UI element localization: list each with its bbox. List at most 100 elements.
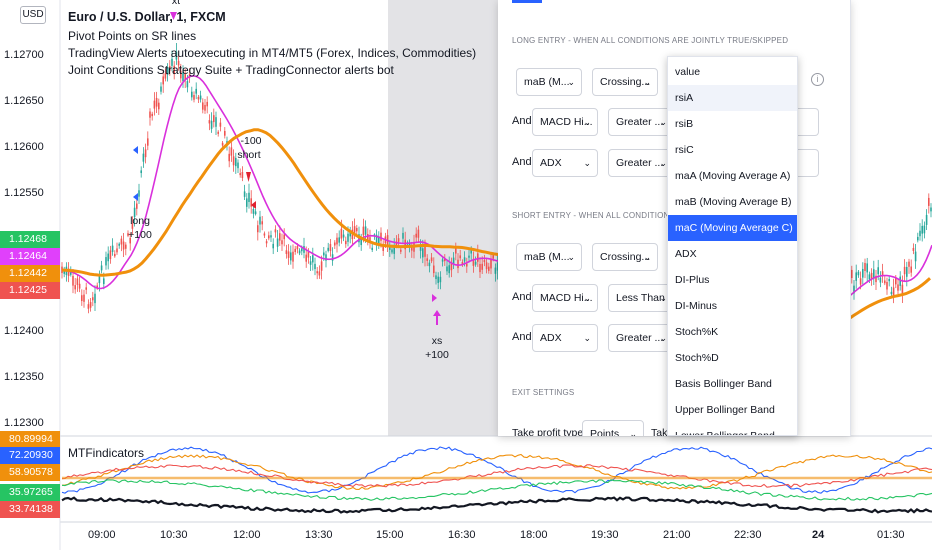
study-label-strategy[interactable]: Joint Conditions Strategy Suite + Tradin… — [68, 63, 394, 77]
candle-body — [294, 248, 296, 253]
candle-body — [448, 265, 450, 274]
long-cond2-operator-select[interactable]: Greater ... ⌄ — [608, 108, 674, 136]
long-cond2-source-select[interactable]: MACD Hi... ⌄ — [532, 108, 598, 136]
candle-body — [243, 191, 246, 197]
candle-body — [404, 239, 406, 250]
candle-body — [155, 97, 158, 107]
indicator-line — [61, 464, 932, 488]
dropdown-option-stoch-d[interactable]: Stoch%D — [675, 352, 719, 364]
and-label: And — [512, 115, 532, 127]
indicator-line — [61, 446, 932, 494]
candle-body — [142, 153, 145, 162]
candle-body — [426, 258, 428, 261]
candle-body — [287, 251, 290, 258]
select-value: Greater ... — [616, 157, 664, 169]
candle-body — [886, 281, 888, 290]
candle-body — [347, 233, 349, 242]
candle-body — [360, 238, 362, 246]
candle-body — [342, 234, 345, 238]
candle-body — [281, 240, 283, 245]
select-value: ADX — [540, 332, 562, 344]
candle-body — [474, 261, 477, 265]
long-cond3-operator-select[interactable]: Greater ... ⌄ — [608, 149, 674, 177]
select-value: MACD Hi... — [540, 292, 593, 304]
symbol-title[interactable]: Euro / U.S. Dollar, 1, FXCM — [68, 10, 226, 24]
candle-body — [305, 254, 307, 262]
dropdown-option-di-minus[interactable]: DI-Minus — [675, 300, 718, 312]
source-dropdown-list[interactable]: value rsiA rsiB rsiC maA (Moving Average… — [667, 56, 798, 436]
candle-body — [855, 272, 857, 281]
short-cond3-source-select[interactable]: ADX ⌄ — [532, 324, 598, 352]
candle-body — [296, 246, 299, 250]
time-axis-label: 15:00 — [376, 529, 404, 541]
candle-body — [215, 117, 217, 127]
study-label-pivot[interactable]: Pivot Points on SR lines — [68, 29, 197, 43]
long-cond1-source-select[interactable]: maB (M... ⌄ — [516, 68, 582, 96]
currency-selector-button[interactable]: USD — [20, 6, 46, 24]
candle-body — [219, 122, 222, 127]
candle-body — [470, 249, 472, 254]
take-profit-type-select[interactable]: Points ⌄ — [582, 420, 644, 436]
exit-long-arrow — [170, 12, 177, 20]
long-entry-label: long — [130, 215, 150, 227]
dropdown-option-lower-bb[interactable]: Lower Bollinger Band — [675, 430, 775, 436]
dropdown-option-mab[interactable]: maB (Moving Average B) — [675, 196, 792, 208]
candle-body — [279, 233, 281, 241]
dropdown-option-rsic[interactable]: rsiC — [675, 144, 694, 156]
dropdown-option-stoch-k[interactable]: Stoch%K — [675, 326, 719, 338]
chevron-down-icon: ⌄ — [567, 252, 575, 262]
chevron-down-icon: ⌄ — [643, 77, 651, 87]
candle-body — [424, 246, 426, 257]
long-condition-row-3: And ADX ⌄ Greater ... ⌄ — [512, 149, 842, 177]
time-axis-label: 09:00 — [88, 529, 116, 541]
short-cond3-operator-select[interactable]: Greater ... ⌄ — [608, 324, 674, 352]
candle-body — [397, 238, 400, 242]
long-cond3-source-select[interactable]: ADX ⌄ — [532, 149, 598, 177]
candle-body — [81, 295, 83, 302]
dropdown-option-di-plus[interactable]: DI-Plus — [675, 274, 710, 286]
candle-body — [111, 245, 114, 252]
price-axis-label: 1.12400 — [4, 325, 44, 337]
dropdown-option-basis-bb[interactable]: Basis Bollinger Band — [675, 378, 772, 390]
short-cond1-source-select[interactable]: maB (M... ⌄ — [516, 243, 582, 271]
candle-body — [217, 131, 219, 134]
chevron-down-icon: ⌄ — [659, 333, 667, 343]
candle-body — [63, 271, 65, 274]
candle-body — [180, 70, 182, 79]
select-value: Greater ... — [616, 332, 664, 344]
dropdown-option-rsia[interactable]: rsiA — [668, 85, 797, 111]
candle-body — [120, 238, 123, 245]
candle-body — [195, 88, 197, 94]
take-label: Take — [651, 427, 674, 436]
indicator-tag: 58.90578 — [0, 464, 60, 481]
info-icon[interactable]: i — [811, 73, 824, 86]
candle-body — [127, 233, 129, 236]
candle-body — [272, 243, 274, 249]
dropdown-option-value[interactable]: value — [675, 66, 701, 78]
dropdown-option-upper-bb[interactable]: Upper Bollinger Band — [675, 404, 775, 416]
take-profit-type-label: Take profit type — [512, 427, 584, 436]
short-cond1-operator-select[interactable]: Crossing... ⌄ — [592, 243, 658, 271]
dropdown-option-adx[interactable]: ADX — [675, 248, 697, 260]
candle-body — [862, 268, 864, 278]
time-axis-label: 19:30 — [591, 529, 619, 541]
long-cond1-operator-select[interactable]: Crossing... ⌄ — [592, 68, 658, 96]
candle-body — [76, 278, 79, 285]
candle-body — [430, 257, 433, 262]
dropdown-option-mac[interactable]: maC (Moving Average C) — [668, 215, 797, 241]
short-entry-arrow — [246, 172, 251, 182]
indicator-line — [61, 453, 932, 490]
candle-body — [259, 216, 261, 225]
short-cond2-source-select[interactable]: MACD Hi... ⌄ — [532, 284, 598, 312]
candle-body — [307, 251, 310, 258]
candle-body — [98, 275, 101, 284]
dropdown-option-maa[interactable]: maA (Moving Average A) — [675, 170, 791, 182]
dropdown-option-rsib[interactable]: rsiB — [675, 118, 694, 130]
candle-body — [391, 249, 393, 253]
candle-body — [78, 283, 81, 289]
candle-body — [340, 228, 343, 239]
short-cond2-operator-select[interactable]: Less Than ⌄ — [608, 284, 674, 312]
indicator-title[interactable]: MTFindicators — [68, 446, 145, 460]
candle-body — [444, 258, 446, 262]
study-label-alerts[interactable]: TradingView Alerts autoexecuting in MT4/… — [68, 46, 477, 60]
